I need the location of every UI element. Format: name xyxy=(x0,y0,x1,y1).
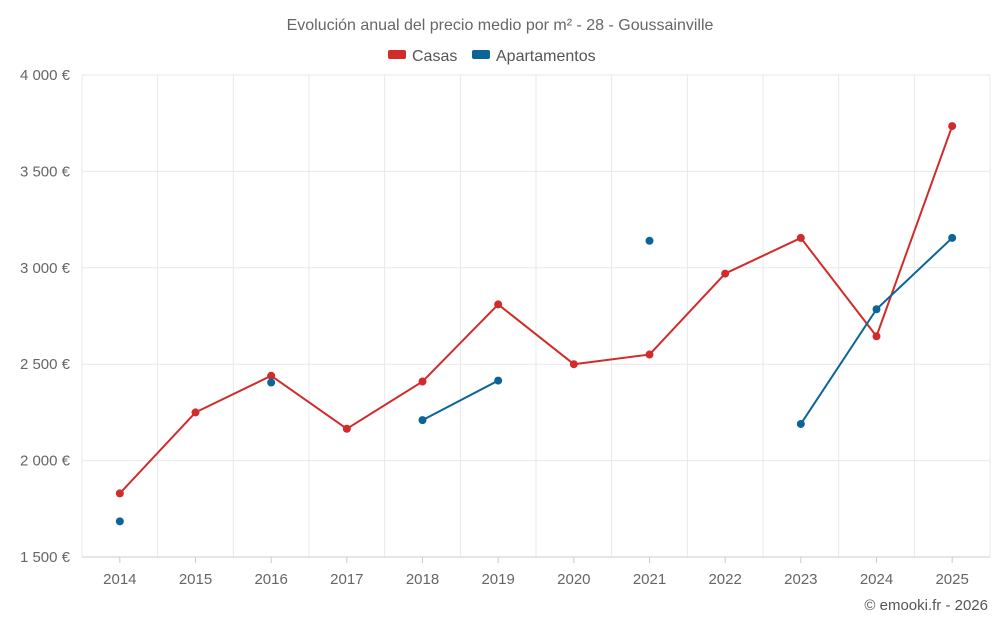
x-tick-label: 2022 xyxy=(708,571,741,588)
x-tick-label: 2024 xyxy=(860,571,893,588)
legend: Casas Apartamentos xyxy=(388,48,596,65)
x-tick-label: 2020 xyxy=(557,571,590,588)
data-point-casas[interactable] xyxy=(948,122,957,131)
plot-area xyxy=(115,122,957,526)
y-tick-label: 2 500 € xyxy=(20,356,71,373)
data-point-casas[interactable] xyxy=(115,489,124,498)
data-point-casas[interactable] xyxy=(191,408,200,417)
data-point-casas[interactable] xyxy=(494,300,503,309)
data-point-apartamentos[interactable] xyxy=(267,378,276,387)
data-point-apartamentos[interactable] xyxy=(796,419,805,428)
y-tick-label: 3 000 € xyxy=(20,260,71,277)
chart-title: Evolución anual del precio medio por m² … xyxy=(287,17,714,34)
x-tick-label: 2021 xyxy=(633,571,666,588)
data-point-apartamentos[interactable] xyxy=(418,416,427,425)
legend-swatch-casas xyxy=(388,50,406,59)
y-tick-label: 1 500 € xyxy=(20,549,71,566)
data-point-apartamentos[interactable] xyxy=(115,517,124,526)
x-tick-label: 2019 xyxy=(481,571,514,588)
data-point-casas[interactable] xyxy=(645,350,654,359)
series-line-casas xyxy=(119,125,954,495)
data-point-casas[interactable] xyxy=(342,424,351,433)
legend-item-apartamentos[interactable]: Apartamentos xyxy=(472,48,596,65)
data-point-casas[interactable] xyxy=(569,360,578,369)
y-tick-label: 2 000 € xyxy=(20,453,71,470)
grid xyxy=(81,74,991,557)
legend-item-casas[interactable]: Casas xyxy=(388,48,457,65)
data-point-apartamentos[interactable] xyxy=(494,376,503,385)
x-tick-label: 2018 xyxy=(406,571,439,588)
y-tick-label: 3 500 € xyxy=(20,163,71,180)
x-tick-label: 2014 xyxy=(103,571,136,588)
data-point-casas[interactable] xyxy=(267,371,276,380)
y-tick-label: 4 000 € xyxy=(20,67,71,84)
x-tick-label: 2025 xyxy=(935,571,968,588)
legend-label-apartamentos: Apartamentos xyxy=(496,48,596,65)
x-tick-label: 2016 xyxy=(254,571,287,588)
data-point-casas[interactable] xyxy=(872,332,881,341)
data-point-apartamentos[interactable] xyxy=(872,305,881,314)
data-point-casas[interactable] xyxy=(418,377,427,386)
legend-swatch-apartamentos xyxy=(472,50,490,59)
x-tick-label: 2015 xyxy=(179,571,212,588)
data-point-apartamentos[interactable] xyxy=(948,233,957,242)
x-tick-label: 2023 xyxy=(784,571,817,588)
series-line-apartamentos xyxy=(422,379,499,421)
axes: 1 500 € 2 000 € 2 500 € 3 000 € 3 500 € 4 000… xyxy=(20,67,990,588)
data-point-apartamentos[interactable] xyxy=(645,236,654,245)
data-point-casas[interactable] xyxy=(721,269,730,278)
legend-label-casas: Casas xyxy=(412,48,457,65)
data-point-casas[interactable] xyxy=(796,233,805,242)
credit-text: © emooki.fr - 2026 xyxy=(864,597,988,614)
x-tick-label: 2017 xyxy=(330,571,363,588)
